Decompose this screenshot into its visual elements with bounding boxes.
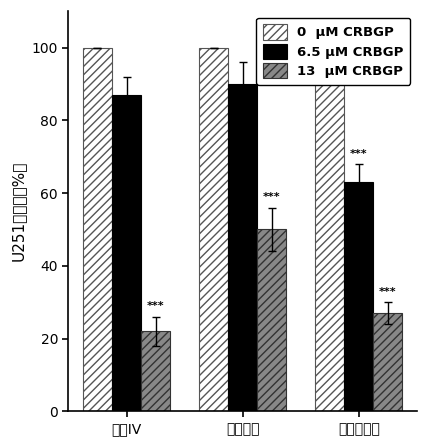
Text: ***: *** bbox=[379, 287, 397, 297]
Bar bbox=[83, 47, 112, 412]
Bar bbox=[199, 47, 228, 412]
Text: ***: *** bbox=[147, 301, 164, 312]
Bar bbox=[344, 182, 373, 412]
Text: ***: *** bbox=[350, 148, 368, 159]
Bar bbox=[112, 95, 141, 412]
Bar bbox=[228, 84, 257, 412]
Bar bbox=[141, 331, 170, 412]
Text: ***: *** bbox=[263, 192, 280, 202]
Y-axis label: U251粘附率（%）: U251粘附率（%） bbox=[11, 161, 26, 261]
Bar bbox=[315, 47, 344, 412]
Legend: 0  μM CRBGP, 6.5 μM CRBGP, 13  μM CRBGP: 0 μM CRBGP, 6.5 μM CRBGP, 13 μM CRBGP bbox=[256, 18, 410, 84]
Bar bbox=[257, 229, 286, 412]
Bar bbox=[373, 313, 402, 412]
